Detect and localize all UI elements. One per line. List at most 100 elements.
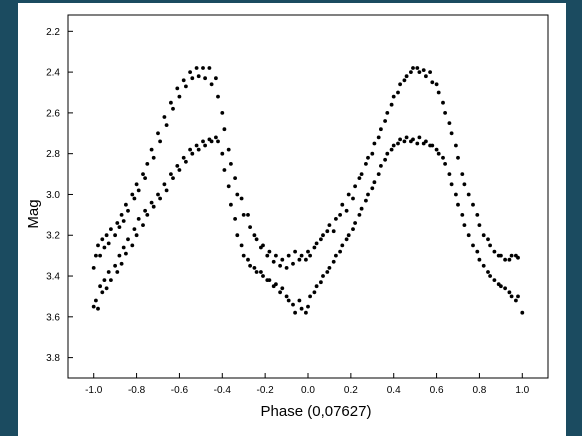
data-point xyxy=(385,151,390,156)
data-point xyxy=(267,278,272,282)
data-point xyxy=(415,141,420,146)
data-point xyxy=(308,294,312,299)
data-point xyxy=(436,151,441,156)
data-point xyxy=(265,253,270,258)
data-point xyxy=(346,233,351,238)
data-point xyxy=(456,155,460,160)
data-point xyxy=(379,127,383,132)
data-point xyxy=(274,253,278,258)
data-point xyxy=(162,115,167,119)
x-tick-label: 0.0 xyxy=(301,385,315,396)
data-point xyxy=(151,204,156,209)
data-point xyxy=(462,223,467,228)
data-point xyxy=(171,106,175,111)
data-point xyxy=(385,111,390,115)
data-point xyxy=(241,253,246,258)
data-point xyxy=(338,249,342,254)
data-point xyxy=(366,155,370,160)
data-point xyxy=(372,180,377,185)
data-point xyxy=(366,192,370,197)
data-point xyxy=(372,141,377,146)
data-point xyxy=(460,172,465,177)
x-tick-label: 0.6 xyxy=(430,385,444,396)
data-point xyxy=(96,243,100,248)
y-tick-label: 2.6 xyxy=(46,108,60,119)
data-point xyxy=(145,162,150,166)
data-point xyxy=(261,243,265,248)
data-point xyxy=(209,82,214,87)
data-point xyxy=(143,208,148,213)
data-point xyxy=(156,192,160,197)
data-point xyxy=(177,94,182,99)
data-point xyxy=(201,66,205,70)
frame-left xyxy=(0,0,18,436)
data-point xyxy=(430,143,435,148)
data-point xyxy=(286,253,291,258)
data-point xyxy=(486,237,490,242)
data-point xyxy=(346,192,351,197)
data-point xyxy=(284,294,289,299)
data-point xyxy=(486,270,490,274)
data-point xyxy=(233,217,238,221)
data-point xyxy=(214,135,218,140)
x-tick-label: -0.8 xyxy=(128,385,146,396)
data-point xyxy=(98,284,102,289)
data-point xyxy=(151,155,156,160)
data-point xyxy=(357,213,362,217)
data-point xyxy=(434,147,439,152)
frame-right xyxy=(566,0,582,436)
data-point xyxy=(175,86,180,91)
data-point xyxy=(94,298,98,303)
y-tick-label: 3.0 xyxy=(46,190,60,201)
data-point xyxy=(488,274,492,278)
data-point xyxy=(364,162,368,166)
data-point xyxy=(503,286,507,291)
data-point xyxy=(141,172,145,177)
data-point xyxy=(214,76,218,81)
x-axis: -1.0 -0.8 -0.6 -0.4 -0.2 0.0 0.2 0.4 0.6 0.8 1.0 xyxy=(85,373,530,396)
data-point xyxy=(297,257,302,262)
data-point xyxy=(421,68,426,72)
data-point xyxy=(291,261,295,266)
data-point xyxy=(509,253,514,258)
data-point xyxy=(308,253,312,258)
data-point xyxy=(376,135,381,140)
data-point xyxy=(143,176,148,181)
data-point xyxy=(321,233,325,238)
data-point xyxy=(149,147,154,152)
data-point xyxy=(194,66,199,70)
data-point xyxy=(233,176,238,181)
data-point xyxy=(181,78,186,83)
data-point xyxy=(327,223,332,228)
data-point xyxy=(216,94,220,99)
data-point xyxy=(134,233,139,238)
data-point xyxy=(441,155,445,160)
data-point xyxy=(113,263,117,268)
data-point xyxy=(274,282,278,287)
y-tick-label: 3.8 xyxy=(46,353,60,364)
data-point xyxy=(411,66,415,70)
data-point xyxy=(222,168,227,172)
data-point xyxy=(334,217,338,221)
data-point xyxy=(106,241,111,246)
data-point xyxy=(91,304,96,309)
data-point xyxy=(132,196,137,201)
data-point xyxy=(475,213,480,217)
data-point xyxy=(516,255,520,260)
data-point xyxy=(188,70,193,74)
y-axis: 2.2 2.4 2.6 2.8 3.0 3.2 3.4 3.6 3.8 xyxy=(46,27,73,364)
data-point xyxy=(306,304,310,309)
data-point xyxy=(121,219,126,223)
data-point xyxy=(492,249,497,254)
data-point xyxy=(516,294,520,299)
data-point xyxy=(353,184,357,189)
data-point xyxy=(113,233,117,238)
data-point xyxy=(334,253,338,258)
data-point xyxy=(134,182,139,187)
data-point xyxy=(396,90,400,95)
data-point xyxy=(389,147,394,152)
data-point xyxy=(293,249,297,254)
data-point xyxy=(338,213,342,217)
data-point xyxy=(124,202,128,207)
